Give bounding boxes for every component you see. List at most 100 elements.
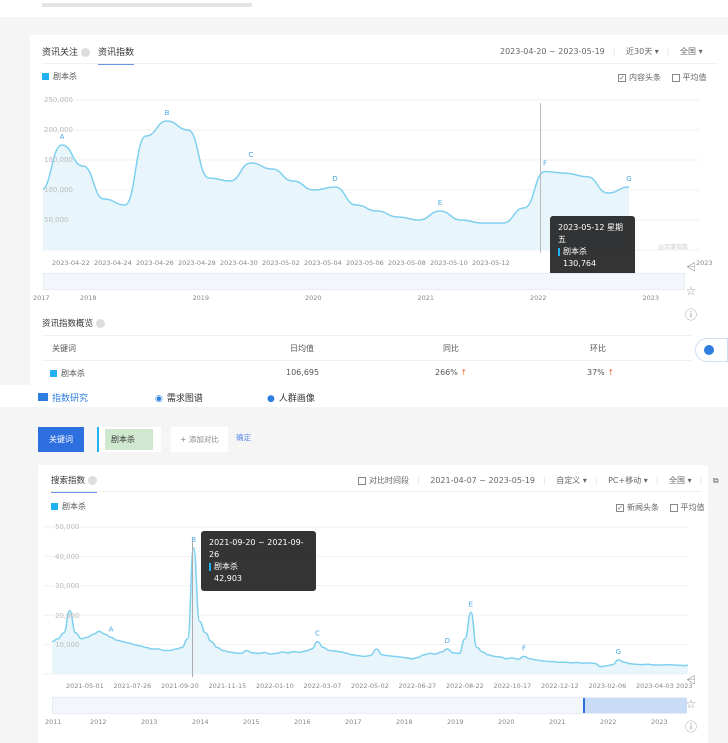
- annotation-F[interactable]: F: [543, 160, 547, 168]
- annotation-D[interactable]: D: [445, 637, 450, 645]
- arrow-up-icon: ↑: [460, 368, 468, 377]
- annotation-E[interactable]: E: [469, 600, 473, 608]
- year-tick: 2016: [294, 718, 311, 726]
- timeline-slider[interactable]: [43, 273, 685, 290]
- sub-nav: [0, 385, 728, 407]
- tab-search-index[interactable]: 搜索指数: [51, 474, 98, 493]
- year-tick: 2023: [642, 294, 660, 302]
- period-select[interactable]: 近30天 ▾: [626, 47, 659, 56]
- help-icon[interactable]: [96, 319, 106, 328]
- y-tick: 40,000: [55, 552, 80, 561]
- search-checkboxes: ✓ 新闻头条 平均值: [616, 502, 705, 513]
- year-tick: 2018: [396, 718, 413, 726]
- nav-index-research[interactable]: 指数研究: [38, 391, 88, 404]
- date-range[interactable]: 2023-04-20 ~ 2023-05-19: [500, 47, 605, 56]
- customer-service-button[interactable]: [695, 338, 728, 362]
- legend-label: 剧本杀: [53, 72, 77, 81]
- annotation-B[interactable]: B: [165, 109, 170, 117]
- tooltip-value: 42,903: [214, 574, 242, 583]
- x-tick: 2022-10-17: [493, 682, 532, 690]
- tab-news-attention[interactable]: 资讯关注: [42, 45, 91, 58]
- help-icon[interactable]: [81, 48, 91, 57]
- x-tick: 2023-04-28: [178, 259, 216, 267]
- timeline-slider[interactable]: [52, 697, 687, 714]
- legend-swatch: [42, 73, 49, 80]
- help-icon[interactable]: ⓘ: [684, 308, 697, 322]
- help-icon[interactable]: ⓘ: [684, 720, 697, 734]
- tab-news-index[interactable]: 资讯指数: [98, 45, 135, 65]
- x-tick: 2023: [676, 682, 693, 690]
- x-tick: 2021-11-15: [208, 682, 247, 690]
- annotation-F[interactable]: F: [522, 644, 526, 652]
- annotation-G[interactable]: G: [616, 648, 621, 656]
- legend: 剧本杀: [42, 71, 77, 82]
- annotation-G[interactable]: G: [626, 175, 631, 183]
- checkbox-average[interactable]: 平均值: [669, 503, 705, 512]
- add-compare-button[interactable]: + 添加对比: [171, 427, 228, 452]
- arrow-up-icon: ↑: [607, 368, 615, 377]
- x-tick: 2022-01-10: [256, 682, 294, 690]
- share-icon[interactable]: ⩤: [686, 260, 696, 274]
- export-icon[interactable]: ⧉: [712, 476, 719, 485]
- confirm-button[interactable]: 确定: [236, 433, 251, 442]
- row-yoy: 266%: [435, 368, 458, 377]
- series-area: [52, 547, 688, 674]
- year-tick: 2017: [33, 294, 50, 302]
- keyword-input[interactable]: 剧本杀: [97, 427, 161, 452]
- col-yoy: 同比: [443, 344, 459, 353]
- illegible-notice: [42, 3, 252, 7]
- x-tick: 2023-04-26: [136, 259, 174, 267]
- annotation-A[interactable]: A: [109, 625, 114, 633]
- search-controls: 对比时间段 | 2021-04-07 ~ 2023-05-19 | 自定义 ▾ | P…: [358, 475, 719, 486]
- target-icon: ◉: [155, 394, 163, 404]
- nav-demand-graph[interactable]: ◉ 需求图谱: [155, 391, 203, 404]
- checkbox-headline[interactable]: ✓ 内容头条: [618, 73, 661, 82]
- tooltip-series-name: 剧本杀: [563, 247, 587, 256]
- x-tick: 2021-07-26: [113, 682, 152, 690]
- x-tick: 2023-05-06: [346, 259, 384, 267]
- share-icon[interactable]: ⩤: [686, 673, 696, 687]
- checkbox-news-headline[interactable]: ✓ 新闻头条: [616, 503, 659, 512]
- help-icon[interactable]: [88, 476, 98, 485]
- period-select[interactable]: 自定义 ▾: [556, 476, 587, 485]
- x-tick: 2023: [696, 259, 713, 267]
- keyword-button[interactable]: 关键词: [38, 427, 84, 452]
- year-tick: 2021: [417, 294, 435, 302]
- star-icon[interactable]: ☆: [685, 284, 697, 298]
- region-select[interactable]: 全国 ▾: [669, 476, 692, 485]
- device-select[interactable]: PC+移动 ▾: [608, 476, 648, 485]
- slider-range[interactable]: [583, 698, 687, 713]
- annotation-C[interactable]: C: [315, 630, 320, 638]
- annotation-E[interactable]: E: [438, 199, 442, 207]
- col-daily-avg: 日均值: [290, 344, 314, 353]
- year-tick: 2021: [549, 718, 566, 726]
- tab-label: 搜索指数: [51, 476, 86, 486]
- year-tick: 2019: [192, 294, 210, 302]
- annotation-A[interactable]: A: [60, 133, 65, 141]
- year-tick: 2018: [80, 294, 97, 302]
- checkbox-label: 平均值: [682, 73, 707, 82]
- checkbox-average[interactable]: 平均值: [671, 73, 707, 82]
- slider-handle[interactable]: [583, 698, 585, 713]
- year-tick: 2022: [530, 294, 547, 302]
- x-tick: 2022-08-22: [446, 682, 484, 690]
- y-tick: 200,000: [44, 126, 73, 134]
- person-icon: ●: [267, 394, 275, 404]
- x-tick: 2023-02-06: [588, 682, 627, 690]
- news-controls: 2023-04-20 ~ 2023-05-19 | 近30天 ▾ | 全国 ▾: [500, 47, 703, 56]
- nav-crowd-portrait[interactable]: ● 人群画像: [267, 391, 315, 404]
- x-tick: 2023-04-30: [220, 259, 258, 267]
- star-icon[interactable]: ☆: [685, 697, 697, 711]
- compare-period-checkbox[interactable]: 对比时间段: [358, 476, 409, 485]
- x-tick: 2022-05-02: [351, 682, 389, 690]
- row-mom: 37%: [587, 368, 605, 377]
- annotation-C[interactable]: C: [249, 151, 254, 159]
- annotation-B[interactable]: B: [191, 536, 196, 544]
- date-range[interactable]: 2021-04-07 ~ 2023-05-19: [430, 476, 536, 485]
- region-select[interactable]: 全国 ▾: [680, 47, 703, 56]
- x-tick: 2023-04-22: [52, 259, 90, 267]
- annotation-D[interactable]: D: [332, 175, 337, 183]
- x-tick: 2021-09-20: [161, 682, 199, 690]
- legend-label: 剧本杀: [62, 502, 86, 511]
